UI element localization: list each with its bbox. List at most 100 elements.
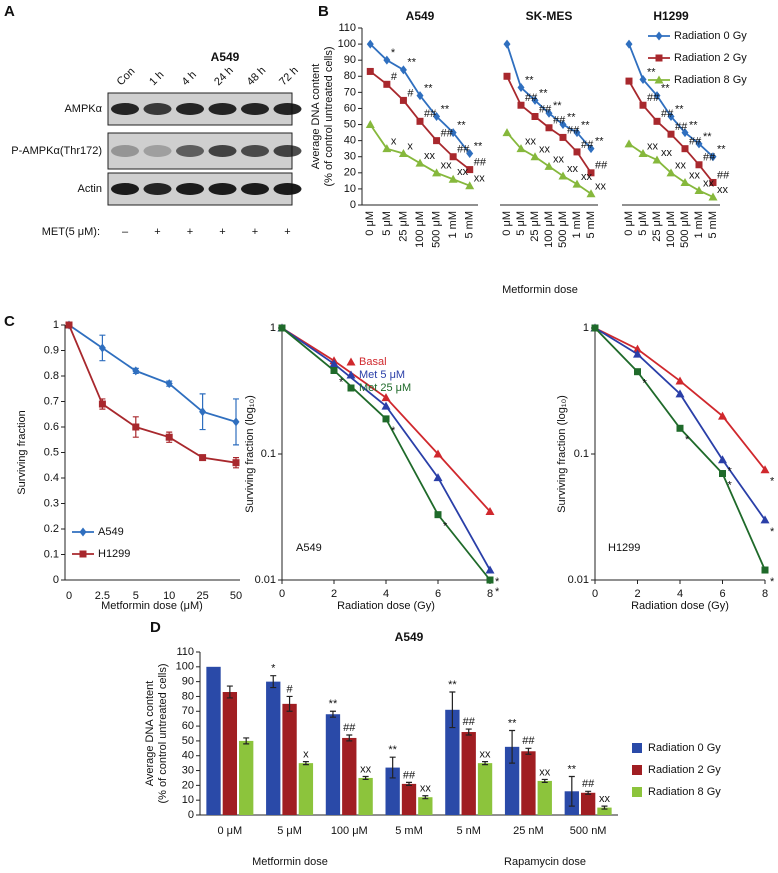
significance-mark: *: [391, 47, 396, 59]
significance-mark: ##: [553, 115, 566, 127]
significance-mark: **: [675, 103, 684, 115]
data-point: [638, 149, 648, 158]
x-tick-label: 50: [230, 590, 242, 602]
x-tick-label: 100 μM: [665, 211, 677, 248]
legend-marker: [655, 31, 663, 41]
treatment-sign: +: [284, 226, 290, 238]
data-point: [709, 178, 717, 186]
data-point: [232, 417, 240, 427]
y-tick-label: 60: [344, 102, 356, 114]
y-tick-label: 0.8: [44, 370, 59, 382]
x-axis-label: Metformin dose: [502, 284, 578, 296]
data-point: [545, 108, 553, 118]
x-tick-label: 2.5: [95, 590, 110, 602]
panel-label: B: [318, 3, 329, 20]
data-point: [639, 74, 647, 84]
significance-mark: *: [728, 466, 733, 478]
significance-mark: x: [391, 136, 397, 148]
significance-mark: **: [567, 111, 576, 123]
significance-mark: **: [661, 82, 670, 94]
data-point: [559, 133, 567, 141]
x-tick-label: 25: [196, 590, 208, 602]
significance-mark: xx: [539, 144, 551, 156]
error-bar: [465, 728, 472, 736]
error-bar: [509, 729, 516, 764]
y-tick-label: 0: [350, 199, 356, 211]
y-tick-label: 30: [182, 764, 194, 776]
data-point: [98, 400, 106, 408]
legend-marker: [346, 357, 356, 366]
data-point: [530, 152, 540, 161]
chart-title: SK-MES: [526, 9, 573, 23]
blot-title: A549: [211, 50, 240, 64]
data-point: [65, 321, 73, 329]
data-point: [383, 80, 391, 88]
blot-band: [111, 183, 139, 195]
data-point: [573, 128, 581, 138]
data-point: [381, 401, 391, 410]
legend-marker: [347, 384, 355, 392]
significance-mark: ##: [522, 735, 535, 747]
data-point: [558, 171, 568, 180]
significance-mark: *: [643, 378, 648, 390]
significance-mark: ##: [343, 722, 356, 734]
data-point: [675, 389, 685, 398]
y-tick-label: 20: [344, 167, 356, 179]
data-point: [465, 181, 475, 190]
data-point: [544, 161, 554, 170]
error-bar: [568, 775, 575, 807]
error-bar: [585, 790, 592, 795]
data-point: [278, 324, 286, 332]
x-tick-label: 100 μM: [414, 211, 426, 248]
y-tick-label: 10: [344, 183, 356, 195]
blot-band: [176, 183, 204, 195]
significance-mark: ##: [463, 716, 476, 728]
bar: [401, 783, 417, 815]
x-tick-label: 0 μM: [623, 211, 635, 236]
data-point: [434, 511, 442, 519]
x-tick-label: 5 μM: [515, 211, 527, 236]
significance-mark: ##: [424, 108, 437, 120]
y-tick-label: 0: [188, 809, 194, 821]
bar: [325, 714, 341, 815]
y-tick-label: 1: [583, 322, 589, 334]
data-point: [449, 128, 457, 138]
data-point: [132, 423, 140, 431]
significance-mark: **: [568, 763, 577, 775]
blot-band: [143, 183, 172, 195]
data-point: [559, 120, 567, 130]
legend-label: Basal: [359, 356, 387, 368]
legend-label: Radiation 0 Gy: [674, 30, 747, 42]
blot-band: [208, 183, 237, 195]
significance-mark: **: [388, 744, 397, 756]
lane-label: 1 h: [147, 69, 166, 88]
data-point: [448, 174, 458, 183]
significance-mark: ##: [581, 139, 594, 151]
data-point: [416, 91, 424, 101]
legend-label: A549: [98, 526, 124, 538]
y-tick-label: 0: [53, 574, 59, 586]
data-point: [416, 117, 424, 125]
legend-label: Radiation 0 Gy: [648, 742, 721, 754]
y-tick-label: 20: [182, 779, 194, 791]
data-point: [675, 376, 685, 385]
data-point: [415, 158, 425, 167]
error-bar: [422, 795, 429, 800]
data-point: [653, 117, 661, 125]
y-tick-label: 0.01: [255, 574, 276, 586]
error-bar: [406, 781, 412, 786]
y-tick-label: 70: [344, 86, 356, 98]
legend-label: Radiation 2 Gy: [674, 52, 747, 64]
legend-marker: [346, 370, 356, 379]
y-axis-label: (% of control untreated cells): [157, 663, 169, 803]
significance-mark: ##: [457, 144, 470, 156]
y-tick-label: 0.01: [568, 574, 589, 586]
chart-title: H1299: [653, 9, 689, 23]
significance-mark: ##: [441, 128, 454, 140]
y-axis-label: Surviving fraction: [16, 410, 28, 494]
data-point: [633, 344, 642, 353]
treatment-sign: +: [187, 226, 193, 238]
legend-label: Radiation 2 Gy: [648, 764, 721, 776]
significance-mark: xx: [360, 763, 372, 775]
error-bar: [226, 685, 233, 699]
